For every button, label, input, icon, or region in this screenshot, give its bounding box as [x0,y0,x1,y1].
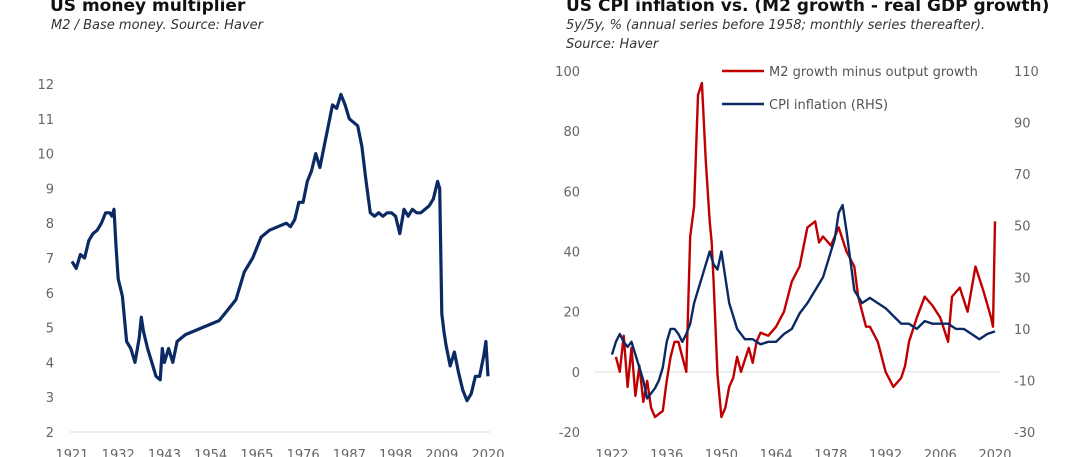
right-right-y-tick-label: -30 [1014,426,1035,441]
right-x-tick-label: 1950 [705,448,738,457]
right-series-line-cpi-inflation [610,203,996,400]
right-left-y-tick-label: 60 [563,185,580,200]
right-right-y-tick-label: 30 [1014,271,1031,286]
right-right-y-tick-label: 110 [1014,65,1039,80]
left-x-tick-label: 1965 [240,448,273,457]
left-chart-subtitle: M2 / Base money. Source: Haver [51,18,263,33]
right-right-y-tick-label: 50 [1014,220,1031,235]
right-left-y-tick-label: 100 [555,65,580,80]
right-x-tick-label: 2006 [924,448,957,457]
right-left-y-tick-label: 20 [563,306,580,321]
right-left-y-tick-label: -20 [559,426,580,441]
right-x-tick-label: 1992 [869,448,902,457]
left-x-tick-label: 1943 [148,448,181,457]
left-x-tick-label: 1932 [102,448,135,457]
right-chart-source: Source: Haver [566,37,659,52]
right-series-line-m2-minus-output [614,81,997,419]
left-y-tick-label: 12 [37,78,54,93]
left-y-tick-label: 6 [46,287,54,302]
left-x-tick-label: 1976 [287,448,320,457]
right-x-tick-label: 1936 [650,448,683,457]
legend-label: M2 growth minus output growth [769,65,978,80]
right-x-tick-label: 2020 [978,448,1011,457]
left-x-tick-label: 1998 [379,448,412,457]
right-right-y-tick-label: -10 [1014,374,1035,389]
right-chart-subtitle: 5y/5y, % (annual series before 1958; mon… [566,18,986,33]
left-y-tick-label: 7 [46,252,54,267]
left-y-tick-label: 3 [46,391,54,406]
left-y-tick-label: 9 [46,182,54,197]
legend-label: CPI inflation (RHS) [769,98,888,113]
left-x-tick-label: 1987 [333,448,366,457]
right-x-tick-label: 1964 [760,448,793,457]
right-right-y-tick-label: 70 [1014,168,1031,183]
right-chart-title: US CPI inflation vs. (M2 growth - real G… [566,0,1050,16]
right-left-y-tick-label: 40 [563,246,580,261]
right-left-y-tick-label: 0 [572,366,580,381]
left-y-tick-label: 2 [46,426,54,441]
right-left-y-tick-label: 80 [563,125,580,140]
left-x-tick-label: 1954 [194,448,227,457]
left-y-tick-label: 10 [37,148,54,163]
right-chart: 100 80 60 40 20 0 -20 110 90 70 50 30 10 -10 -30 1922 19… [555,65,1039,457]
left-y-tick-label: 5 [46,322,54,337]
left-y-tick-label: 8 [46,217,54,232]
left-x-tick-label: 2020 [471,448,504,457]
left-y-tick-label: 4 [46,356,54,371]
right-right-y-tick-label: 10 [1014,323,1031,338]
right-x-tick-label: 1922 [595,448,628,457]
right-right-y-tick-label: 90 [1014,117,1031,132]
left-chart-title: US money multiplier [50,0,246,16]
left-x-tick-label: 2009 [425,448,458,457]
left-series-line-money-multiplier [70,92,490,403]
left-y-tick-label: 11 [37,113,54,128]
right-x-tick-label: 1978 [814,448,847,457]
left-x-tick-label: 1921 [55,448,88,457]
